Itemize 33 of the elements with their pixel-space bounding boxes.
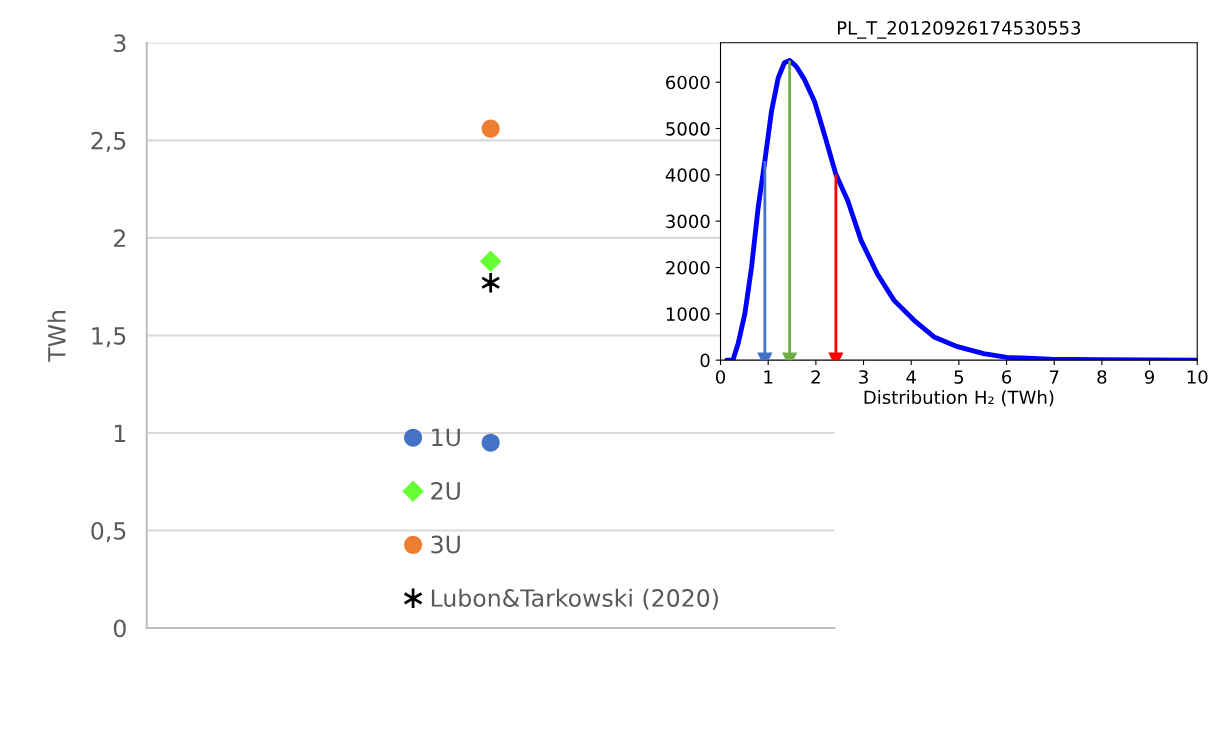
y-tick-label: 4000: [665, 168, 710, 182]
x-tick-label: 4: [906, 370, 916, 384]
x-tick-label: 0: [715, 370, 726, 384]
x-tick-label: 10: [1187, 370, 1208, 384]
y-tick-label: 1: [114, 424, 126, 442]
x-tick-label: 7: [1049, 370, 1059, 384]
x-tick-label: 2: [811, 370, 820, 384]
x-tick-label: 8: [1097, 370, 1107, 384]
x-tick-label: 5: [954, 370, 964, 384]
x-tick-label: 9: [1144, 370, 1155, 384]
y-tick-label: 3000: [666, 214, 710, 229]
y-tick-label: 1000: [666, 307, 710, 321]
y-tick-label: 2: [114, 229, 125, 247]
legend-label: 2U: [431, 481, 460, 500]
y-tick-label: 0: [113, 619, 126, 638]
line-series: [724, 57, 1198, 361]
legend-label: Lubon&Tarkowski (2020): [431, 588, 718, 610]
x-tick-label: 3: [859, 370, 868, 384]
y-tick-label: 0,5: [91, 521, 126, 543]
y-tick-label: 2,5: [91, 131, 126, 153]
y-tick-label: 1,5: [92, 327, 126, 348]
y-tick-label: 5000: [666, 121, 710, 136]
legend-label: 3U: [431, 535, 460, 554]
y-axis-title: TWh: [47, 311, 66, 362]
y-tick-label: 0: [700, 353, 710, 368]
x-axis-title: Distribution H₂ (TWh): [864, 390, 1054, 407]
x-tick-label: 6: [1002, 370, 1012, 384]
chart-title: PL_T_20120926174530553: [837, 21, 1081, 39]
x-tick-label: 1: [764, 370, 773, 384]
y-tick-label: 3: [114, 34, 126, 53]
y-tick-label: 2000: [666, 260, 710, 275]
legend-label: 1U: [432, 428, 460, 447]
y-tick-label: 6000: [666, 75, 710, 90]
